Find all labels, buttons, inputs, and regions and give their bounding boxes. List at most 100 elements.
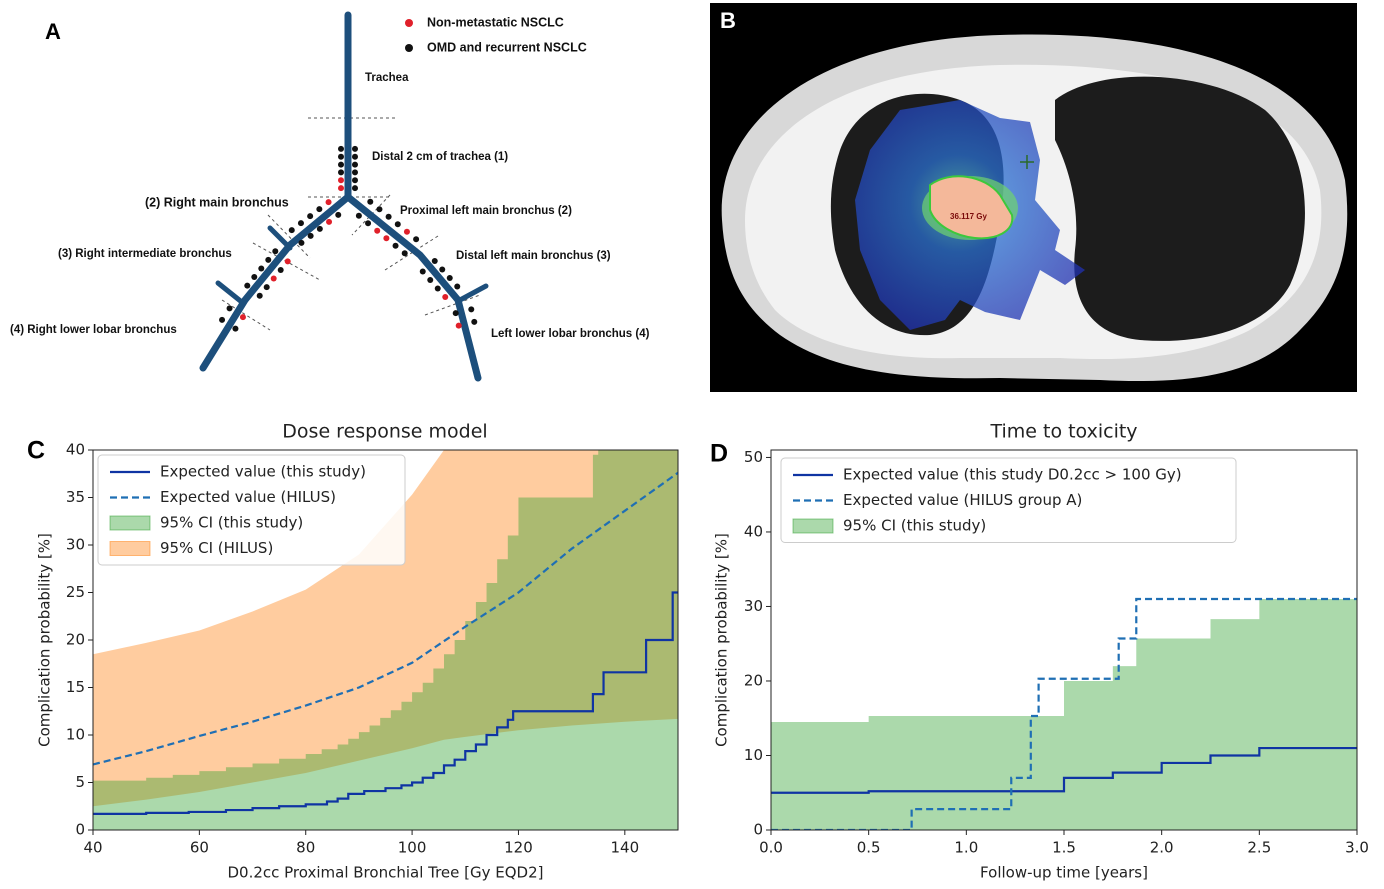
x-tick-label: 140 xyxy=(610,839,639,857)
case-marker xyxy=(453,310,459,316)
dose-label: 36.117 Gy xyxy=(950,212,987,221)
case-marker xyxy=(420,269,426,275)
y-tick-label: 35 xyxy=(66,488,85,506)
y-tick-label: 20 xyxy=(744,671,763,689)
case-marker xyxy=(240,314,246,320)
x-tick-label: 1.5 xyxy=(1052,839,1076,857)
case-marker xyxy=(298,240,304,246)
case-marker xyxy=(338,146,344,152)
case-marker xyxy=(338,177,344,183)
y-axis-label: Complication probability [%] xyxy=(713,533,731,747)
x-axis-label: Follow-up time [years] xyxy=(980,864,1148,882)
y-tick-label: 15 xyxy=(66,678,85,696)
panel-label: C xyxy=(27,437,45,465)
case-marker xyxy=(227,305,233,311)
y-tick-label: 5 xyxy=(75,773,85,791)
case-marker xyxy=(393,243,399,249)
case-marker xyxy=(356,213,362,219)
case-marker xyxy=(456,323,462,329)
legend-label: Expected value (this study D0.2cc > 100 … xyxy=(843,466,1182,484)
legend-swatch xyxy=(110,516,150,530)
case-marker xyxy=(326,219,332,225)
legend-label: Expected value (HILUS group A) xyxy=(843,491,1082,509)
case-marker xyxy=(264,284,270,290)
y-tick-label: 30 xyxy=(66,536,85,554)
y-tick-label: 20 xyxy=(66,631,85,649)
x-tick-label: 100 xyxy=(398,839,427,857)
anatomy-label: Left lower lobar bronchus (4) xyxy=(491,328,650,340)
case-marker xyxy=(352,177,358,183)
case-marker xyxy=(383,235,389,241)
x-tick-label: 40 xyxy=(83,839,102,857)
case-marker xyxy=(316,206,322,212)
case-marker xyxy=(308,233,314,239)
y-axis-label: Complication probability [%] xyxy=(36,533,54,747)
case-marker xyxy=(395,221,401,227)
anatomy-label: (2) Right main bronchus xyxy=(145,195,289,209)
case-marker xyxy=(258,265,264,271)
legend-swatch xyxy=(793,519,833,533)
case-marker xyxy=(386,214,392,220)
case-marker xyxy=(435,286,441,292)
case-marker xyxy=(427,277,433,283)
x-tick-label: 60 xyxy=(190,839,209,857)
anatomy-label: (3) Right intermediate bronchus xyxy=(58,248,232,260)
case-marker xyxy=(352,146,358,152)
panel-a: A Non-metastatic NSCLC OMD and recurrent… xyxy=(10,15,650,378)
chart-title: Dose response model xyxy=(282,421,487,443)
y-tick-label: 10 xyxy=(744,746,763,764)
case-marker xyxy=(352,162,358,168)
case-marker xyxy=(326,199,332,205)
anatomy-label: Distal 2 cm of trachea (1) xyxy=(372,151,508,163)
case-marker xyxy=(219,317,225,323)
x-tick-label: 2.0 xyxy=(1150,839,1174,857)
anatomy-label: Proximal left main bronchus (2) xyxy=(400,205,572,217)
case-marker xyxy=(447,275,453,281)
chart: Dose response model C D0.2cc Proximal Bron… xyxy=(27,421,678,882)
case-marker xyxy=(352,169,358,175)
anatomy-label: (4) Right lower lobar bronchus xyxy=(10,324,177,336)
chart-title: Time to toxicity xyxy=(989,421,1137,443)
case-marker xyxy=(439,266,445,272)
case-marker xyxy=(289,227,295,233)
case-marker xyxy=(402,250,408,256)
x-tick-label: 1.0 xyxy=(954,839,978,857)
y-tick-label: 40 xyxy=(66,441,85,459)
anatomy-label: Trachea xyxy=(365,72,409,84)
case-marker xyxy=(432,258,438,264)
legend-marker xyxy=(405,19,413,27)
legend-label: OMD and recurrent NSCLC xyxy=(427,40,587,54)
charts: Dose response model C D0.2cc Proximal Bron… xyxy=(27,421,1369,882)
figure: A Non-metastatic NSCLC OMD and recurrent… xyxy=(0,0,1384,885)
legend-label: 95% CI (HILUS) xyxy=(160,539,273,557)
legend-label: Non-metastatic NSCLC xyxy=(427,15,564,29)
case-marker xyxy=(367,199,373,205)
case-marker xyxy=(352,154,358,160)
panel-label: D xyxy=(710,440,728,468)
case-marker xyxy=(244,283,250,289)
legend-label: 95% CI (this study) xyxy=(160,514,303,532)
case-marker xyxy=(404,229,410,235)
x-tick-label: 0.0 xyxy=(759,839,783,857)
panel-label: B xyxy=(720,8,736,33)
ci-band xyxy=(771,599,1357,830)
case-marker xyxy=(413,236,419,242)
case-marker xyxy=(352,185,358,191)
case-marker xyxy=(257,293,263,299)
case-marker xyxy=(338,169,344,175)
x-tick-label: 120 xyxy=(504,839,533,857)
y-tick-label: 10 xyxy=(66,726,85,744)
case-marker xyxy=(307,213,313,219)
anatomy-label: Distal left main bronchus (3) xyxy=(456,250,611,262)
x-axis-label: D0.2cc Proximal Bronchial Tree [Gy EQD2] xyxy=(227,864,543,882)
case-marker xyxy=(335,212,341,218)
y-tick-label: 25 xyxy=(66,583,85,601)
x-tick-label: 80 xyxy=(296,839,315,857)
case-marker xyxy=(338,162,344,168)
case-marker xyxy=(442,294,448,300)
case-marker xyxy=(232,326,238,332)
legend-marker xyxy=(405,44,413,52)
legend-label: Expected value (HILUS) xyxy=(160,488,336,506)
ct-left-lung xyxy=(1055,77,1305,341)
y-tick-label: 50 xyxy=(744,448,763,466)
